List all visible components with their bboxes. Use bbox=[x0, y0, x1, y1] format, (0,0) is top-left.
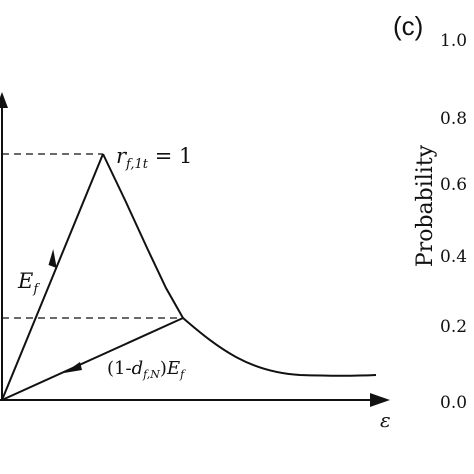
probability-tick-label: 0.0 bbox=[440, 393, 467, 413]
loading-slope-label: Ef bbox=[17, 269, 40, 297]
unloading-branch bbox=[1, 317, 184, 401]
panel-label: (c) bbox=[393, 11, 423, 41]
probability-tick-label: 0.6 bbox=[440, 175, 467, 195]
probability-tick-label: 0.2 bbox=[440, 317, 467, 337]
residual-tail bbox=[182, 317, 377, 377]
probability-tick-labels: 1.0 0.8 0.6 0.4 0.2 0.0 bbox=[440, 31, 467, 413]
peak-label: rf,1t = 1 bbox=[116, 144, 192, 172]
probability-tick-label: 1.0 bbox=[440, 31, 467, 51]
unloading-arrow-icon bbox=[64, 362, 82, 373]
y-axis-arrowhead-icon bbox=[0, 92, 8, 108]
probability-tick-label: 0.4 bbox=[440, 247, 467, 267]
probability-axis-label: Probability bbox=[413, 144, 438, 267]
loading-arrow-icon bbox=[48, 249, 57, 268]
x-axis-label: ε bbox=[380, 408, 391, 432]
softening-branch bbox=[102, 153, 184, 319]
x-axis-arrowhead-icon bbox=[370, 393, 390, 407]
loading-branch bbox=[1, 153, 104, 401]
unloading-slope-label: (1-df,N)Ef bbox=[107, 358, 186, 381]
probability-tick-label: 0.8 bbox=[440, 109, 467, 129]
